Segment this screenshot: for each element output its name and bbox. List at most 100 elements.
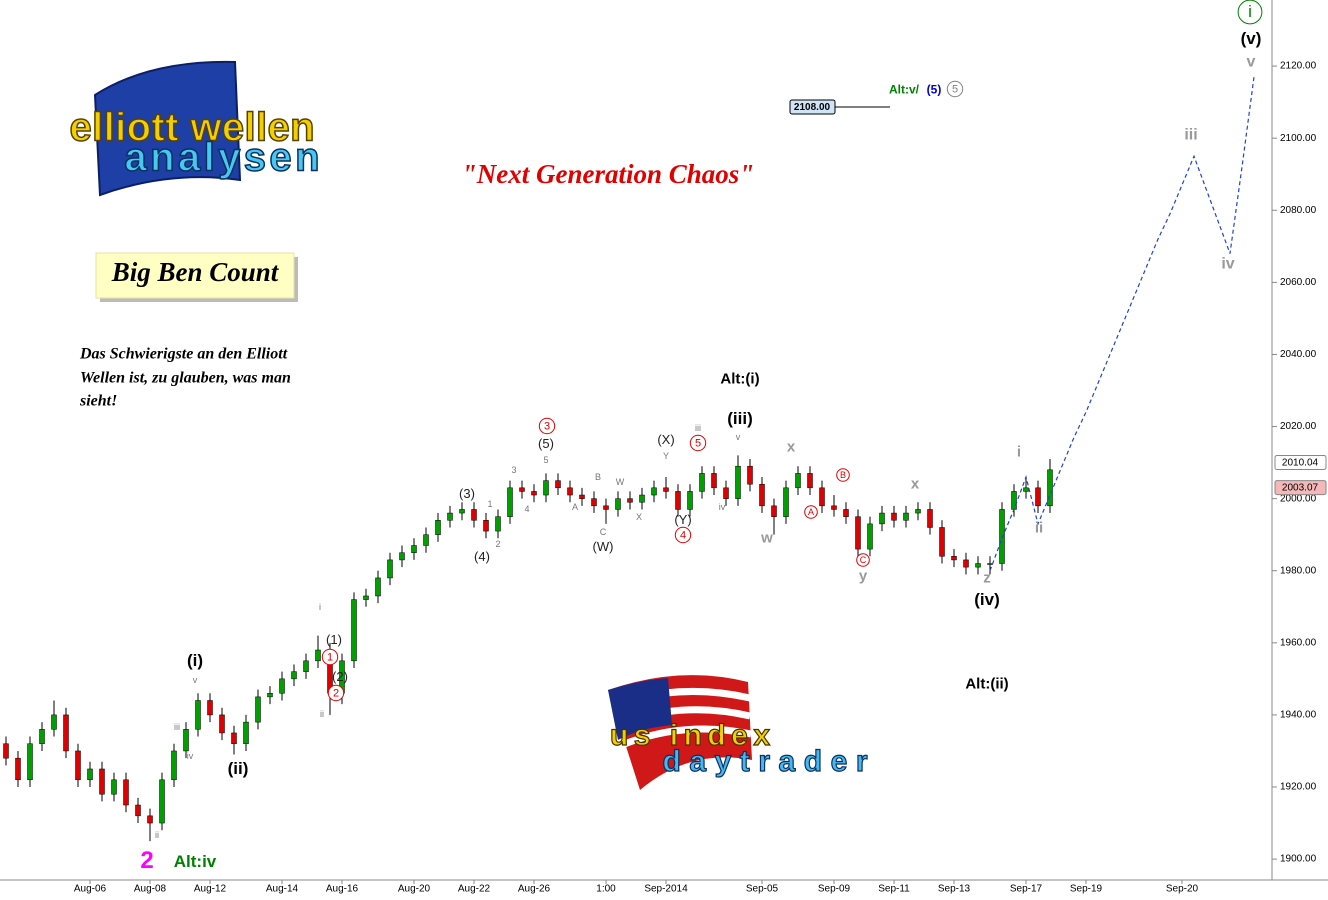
candle-body — [1047, 469, 1053, 507]
wave-label: 2 — [333, 687, 339, 699]
candle-body — [579, 494, 585, 499]
candle-body — [27, 743, 33, 781]
x-tick-label: Sep-09 — [818, 884, 851, 895]
price-marker — [1274, 480, 1327, 496]
wave-label: 5 — [543, 455, 548, 465]
candle-body — [603, 505, 609, 510]
wave-label: 2 — [495, 539, 500, 549]
candle-body — [183, 729, 189, 752]
candle-body — [615, 498, 621, 510]
wave-label: Y — [663, 451, 669, 461]
x-tick-label: Aug-12 — [194, 884, 227, 895]
candle-body — [231, 732, 237, 744]
wave-label: y — [859, 567, 868, 584]
wave-label: (Y) — [674, 512, 691, 527]
candle-body — [759, 483, 765, 507]
logo-flag — [93, 60, 242, 197]
wave-label: 4 — [680, 529, 686, 541]
candle-body — [663, 487, 669, 492]
wave-label: ii — [1035, 519, 1043, 536]
y-tick-label: 1920.00 — [1280, 782, 1317, 793]
candle-body — [447, 512, 453, 521]
candle-body — [627, 498, 633, 503]
candle-body — [435, 520, 441, 535]
candle-body — [831, 505, 837, 510]
candle-body — [375, 577, 381, 597]
wave-label: 3 — [511, 465, 516, 475]
candle-body — [771, 505, 777, 517]
candle-body — [987, 563, 993, 565]
wave-label: 1 — [327, 651, 333, 663]
wave-label: 4 — [524, 504, 529, 514]
candle-body — [795, 473, 801, 489]
annotation-circle — [804, 505, 818, 519]
projection-line — [989, 76, 1255, 571]
target-box — [789, 99, 836, 115]
wave-label: Alt:iv — [174, 852, 217, 871]
chart-title: "Next Generation Chaos" — [462, 159, 755, 189]
wave-label: v — [193, 675, 198, 685]
logo-stars — [608, 678, 672, 740]
wave-label: (iv) — [974, 590, 1000, 609]
x-tick-label: Sep-05 — [746, 884, 779, 895]
wave-label: iii — [174, 722, 180, 732]
candle-body — [939, 527, 945, 557]
candle-body — [291, 671, 297, 680]
logo-text: analysen — [125, 136, 320, 180]
candle-body — [3, 743, 9, 759]
candle-body — [519, 487, 525, 492]
note-line: sieht! — [79, 393, 117, 410]
wave-label: iv — [187, 751, 194, 761]
wave-label: W — [616, 477, 625, 487]
candle-body — [543, 480, 549, 496]
y-tick-label: 1940.00 — [1280, 710, 1317, 721]
annotation-circle — [1237, 0, 1263, 25]
candle-body — [699, 473, 705, 492]
logo-elliott: elliott wellen analysen — [69, 60, 320, 197]
candle-body — [507, 487, 513, 517]
wave-label: i — [1248, 2, 1252, 21]
y-tick-label: 1980.00 — [1280, 565, 1317, 576]
x-tick-label: Aug-16 — [326, 884, 359, 895]
annotation-circle — [674, 526, 692, 544]
annotation-circle — [321, 648, 339, 666]
logo-text: daytrader — [663, 745, 868, 778]
candle-body — [735, 465, 741, 499]
candle-body — [459, 509, 465, 514]
candle-body — [75, 750, 81, 781]
x-tick-label: Aug-26 — [518, 884, 551, 895]
annotation-circle — [689, 434, 707, 452]
x-tick-label: Aug-22 — [458, 884, 491, 895]
candle-body — [51, 714, 57, 730]
x-tick-label: Aug-14 — [266, 884, 299, 895]
wave-label: (v) — [1241, 29, 1262, 48]
candle-body — [903, 512, 909, 521]
candle-body — [279, 678, 285, 694]
wave-label: ii — [320, 709, 324, 719]
candle-body — [171, 750, 177, 781]
wave-label: (2) — [332, 669, 348, 684]
wave-label: (5) — [538, 436, 554, 451]
logo-text: us index — [610, 719, 770, 752]
wave-label: (W) — [593, 539, 614, 554]
y-tick-label: 2040.00 — [1280, 349, 1317, 360]
candle-body — [555, 480, 561, 489]
candle-body — [639, 494, 645, 503]
wave-label: (X) — [657, 432, 674, 447]
candle-body — [999, 509, 1005, 564]
candle-body — [723, 487, 729, 499]
logo-us: us index daytrader — [608, 675, 868, 790]
candle-body — [975, 563, 981, 568]
x-tick-label: Sep-20 — [1166, 884, 1199, 895]
annotation-circle — [836, 468, 850, 482]
candle-body — [915, 509, 921, 514]
candle-body — [591, 498, 597, 507]
price-marker-label: 2010.04 — [1282, 458, 1319, 469]
candle-body — [147, 815, 153, 824]
candle-body — [243, 721, 249, 744]
x-tick-label: Aug-06 — [74, 884, 107, 895]
wave-label: ii — [155, 830, 159, 840]
box-label: Big Ben Count — [111, 257, 280, 287]
x-tick-label: 1:00 — [596, 884, 616, 895]
candle-body — [135, 804, 141, 817]
